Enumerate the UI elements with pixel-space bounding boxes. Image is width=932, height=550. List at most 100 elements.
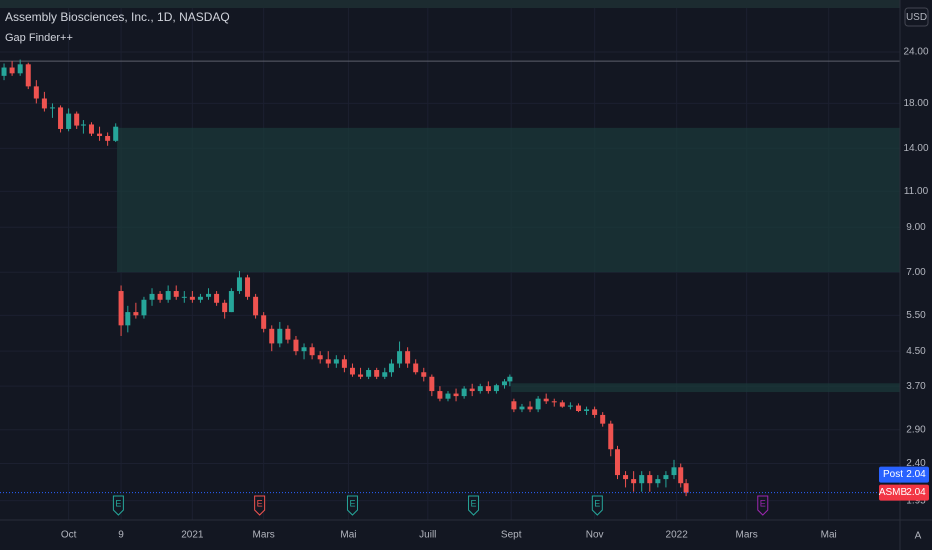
- candle-body: [397, 351, 403, 364]
- candle-body: [453, 393, 459, 397]
- candle-body: [66, 113, 72, 129]
- y-tick-label: 1.95: [906, 495, 926, 506]
- x-tick-label: Oct: [61, 530, 77, 541]
- candle-body: [333, 359, 339, 364]
- candle-body: [631, 479, 637, 484]
- candle-body: [80, 124, 86, 126]
- chart-title: Assembly Biosciences, Inc., 1D, NASDAQ: [5, 10, 230, 24]
- y-tick-label: 9.00: [906, 222, 926, 233]
- candle-body: [173, 291, 179, 297]
- candle-body: [614, 449, 620, 476]
- candle-body: [374, 370, 380, 377]
- price-label-box: [879, 484, 929, 501]
- earnings-marker: [591, 495, 603, 516]
- x-tick-label: Nov: [586, 530, 604, 541]
- x-tick-label: 9: [118, 530, 124, 541]
- candle-body: [623, 475, 629, 480]
- earnings-label: E: [115, 498, 121, 508]
- candle-body: [197, 296, 203, 300]
- candle-body: [133, 312, 139, 316]
- gap-zones: [0, 60, 901, 393]
- candle-body: [41, 98, 47, 109]
- candle-body: [592, 409, 598, 415]
- earnings-marker: [254, 495, 266, 516]
- candle-body: [519, 406, 525, 410]
- candle-body: [445, 393, 451, 399]
- earnings-marker: [468, 495, 480, 516]
- y-tick-label: 7.00: [906, 267, 926, 278]
- candle-body: [575, 405, 581, 412]
- candle-body: [639, 475, 645, 484]
- x-tick-label: 2021: [181, 530, 204, 541]
- candle-body: [189, 296, 195, 300]
- top-band: [0, 0, 900, 8]
- candle-body: [165, 291, 171, 300]
- candle-body: [181, 296, 187, 298]
- earnings-label: E: [760, 498, 766, 508]
- candle-body: [9, 67, 15, 74]
- candle-body: [25, 64, 31, 87]
- candle-body: [493, 385, 499, 392]
- candle-body: [206, 293, 212, 297]
- candle-body: [535, 398, 541, 410]
- price-label-value: 2.04: [906, 469, 926, 480]
- candle-body: [382, 372, 388, 377]
- candle-body: [501, 381, 507, 386]
- candle-body: [118, 291, 124, 326]
- candle-body: [58, 107, 64, 129]
- price-label-value: 2.04: [906, 487, 926, 498]
- x-tick-label: Juill: [419, 530, 436, 541]
- y-tick-label: 18.00: [903, 98, 928, 109]
- candle-body: [559, 402, 565, 407]
- currency: USD: [906, 12, 927, 23]
- candle-body: [507, 376, 513, 382]
- candle-body: [511, 401, 517, 410]
- candle-body: [358, 374, 364, 377]
- candle-body: [317, 355, 323, 360]
- earnings-label: E: [471, 498, 477, 508]
- price-label-name: Post: [883, 469, 903, 480]
- earnings-marker: [112, 495, 124, 516]
- candle-body: [105, 135, 111, 141]
- candle-body: [17, 64, 23, 74]
- candle-body: [655, 479, 661, 484]
- candle-body: [269, 328, 275, 344]
- earnings-marker: [346, 495, 358, 516]
- candle-body: [293, 339, 299, 352]
- candle-body: [671, 467, 677, 476]
- candle-body: [485, 386, 491, 392]
- y-tick-label: 3.70: [906, 381, 926, 392]
- candle-body: [647, 475, 653, 484]
- candle-body: [349, 367, 355, 375]
- candle-body: [125, 312, 131, 326]
- x-tick-label: Mars: [736, 530, 758, 541]
- y-tick-label: 2.40: [906, 458, 926, 469]
- candle-body: [543, 398, 549, 402]
- auto-scale-button[interactable]: A: [915, 531, 922, 542]
- candle-body: [527, 406, 533, 410]
- candle-body: [341, 359, 347, 368]
- candle-body: [141, 299, 147, 316]
- currency-box[interactable]: [904, 7, 929, 27]
- candle-body: [113, 126, 119, 141]
- candle-body: [97, 133, 103, 136]
- candle-body: [567, 405, 573, 407]
- candle-body: [477, 386, 483, 392]
- x-tick-label: Mai: [340, 530, 356, 541]
- candle-body: [405, 351, 411, 364]
- candle-body: [157, 293, 163, 300]
- candle-body: [309, 347, 315, 356]
- y-tick-label: 5.50: [906, 310, 926, 321]
- y-tick-label: 14.00: [903, 143, 928, 154]
- candle-body: [33, 86, 39, 99]
- gap-zone: [511, 383, 900, 393]
- indicator-name: Gap Finder++: [5, 32, 73, 44]
- axes: 24.00 18.00 14.00 11.00 9.00 7.00 5.50 4.50 3.70…: [61, 47, 929, 541]
- candle-body: [236, 277, 242, 292]
- candle-body: [388, 363, 394, 373]
- candle-body: [277, 328, 283, 344]
- candle-body: [325, 359, 331, 364]
- candle-body: [551, 401, 557, 403]
- candle-body: [469, 388, 475, 392]
